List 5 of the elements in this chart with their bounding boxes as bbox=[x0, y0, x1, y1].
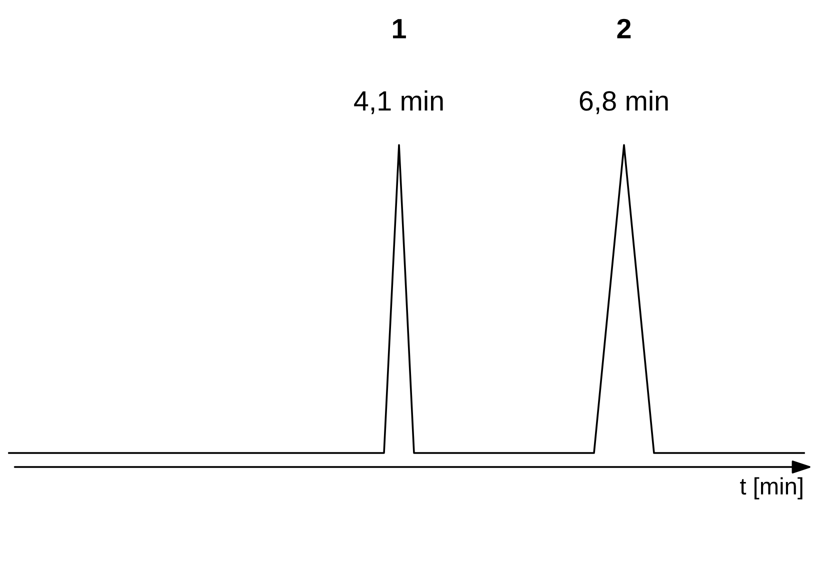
text: 6,8 min bbox=[580, 90, 668, 114]
text: 1 bbox=[393, 19, 406, 38]
x-axis-title: t [min] bbox=[740, 477, 802, 500]
text: 2 bbox=[617, 18, 631, 38]
text: 4,1 min bbox=[354, 90, 443, 114]
